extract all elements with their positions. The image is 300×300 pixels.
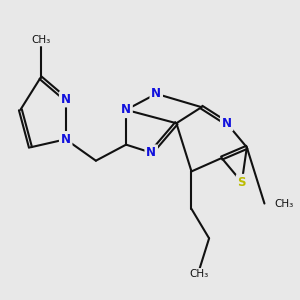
Text: S: S bbox=[238, 176, 246, 189]
Text: N: N bbox=[121, 103, 131, 116]
Text: N: N bbox=[61, 93, 71, 106]
Text: N: N bbox=[61, 133, 71, 146]
Text: N: N bbox=[146, 146, 156, 159]
Text: N: N bbox=[222, 117, 232, 130]
Text: CH₃: CH₃ bbox=[31, 35, 50, 45]
Text: CH₃: CH₃ bbox=[274, 199, 294, 208]
Text: N: N bbox=[151, 87, 161, 100]
Text: CH₃: CH₃ bbox=[189, 269, 209, 279]
